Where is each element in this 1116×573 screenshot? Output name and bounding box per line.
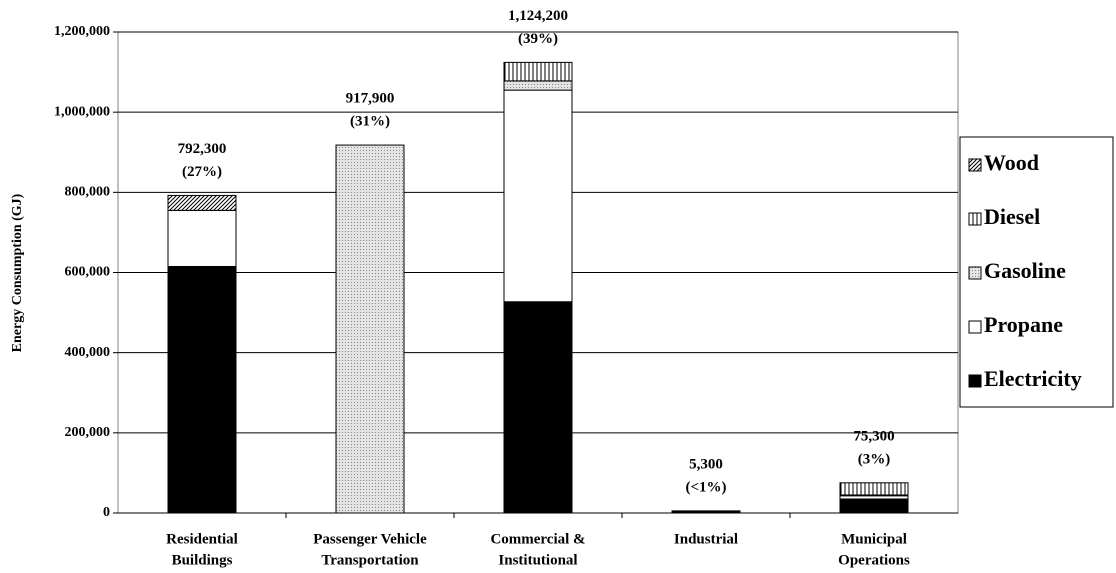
legend-swatch <box>968 374 982 388</box>
x-tick-label: Transportation <box>321 552 419 568</box>
total-label: 5,300 <box>689 456 723 472</box>
total-label: 75,300 <box>853 428 894 444</box>
bar-segment <box>839 482 909 496</box>
x-tick-label: Passenger Vehicle <box>313 531 427 547</box>
bar-segment <box>167 194 237 211</box>
legend-label: Electricity <box>984 366 1082 391</box>
bar-segment <box>503 89 573 303</box>
y-tick-label: 1,200,000 <box>54 24 110 39</box>
y-tick-label: 800,000 <box>65 185 111 200</box>
y-axis-title: Energy Consumption (GJ) <box>10 193 25 352</box>
share-label: (<1%) <box>685 479 726 495</box>
legend-label: Wood <box>984 150 1039 175</box>
legend-swatch <box>968 212 982 226</box>
bar-segment <box>503 301 573 514</box>
legend-swatch <box>968 320 982 334</box>
legend-swatch <box>968 266 982 280</box>
y-tick-label: 600,000 <box>65 265 111 280</box>
y-tick-label: 400,000 <box>65 345 111 360</box>
legend-label: Gasoline <box>984 258 1066 283</box>
total-label: 1,124,200 <box>508 8 568 24</box>
y-tick-label: 0 <box>103 505 110 520</box>
x-tick-label: Residential <box>166 531 238 547</box>
bar-segment <box>839 498 909 514</box>
x-tick-label: Operations <box>838 552 910 568</box>
legend-box <box>959 136 1114 408</box>
share-label: (31%) <box>350 114 390 130</box>
x-tick-label: Institutional <box>498 552 577 568</box>
bar-segment <box>335 144 405 514</box>
legend-swatch <box>968 158 982 172</box>
x-tick-label: Municipal <box>841 531 907 547</box>
bar-segment <box>671 510 741 514</box>
legend-label: Diesel <box>984 204 1040 229</box>
legend-label: Propane <box>984 312 1063 337</box>
y-tick-label: 200,000 <box>65 425 111 440</box>
bar-segment <box>167 209 237 267</box>
y-tick-label: 1,000,000 <box>54 104 110 119</box>
share-label: (39%) <box>518 31 558 47</box>
x-tick-label: Buildings <box>172 552 233 568</box>
bar-segment <box>503 80 573 91</box>
x-tick-label: Commercial & <box>490 531 585 547</box>
total-label: 792,300 <box>178 141 227 157</box>
bar-segment <box>167 265 237 514</box>
total-label: 917,900 <box>346 91 395 107</box>
bar-segment <box>503 61 573 82</box>
share-label: (3%) <box>858 451 891 467</box>
x-tick-label: Industrial <box>674 531 738 547</box>
share-label: (27%) <box>182 164 222 180</box>
